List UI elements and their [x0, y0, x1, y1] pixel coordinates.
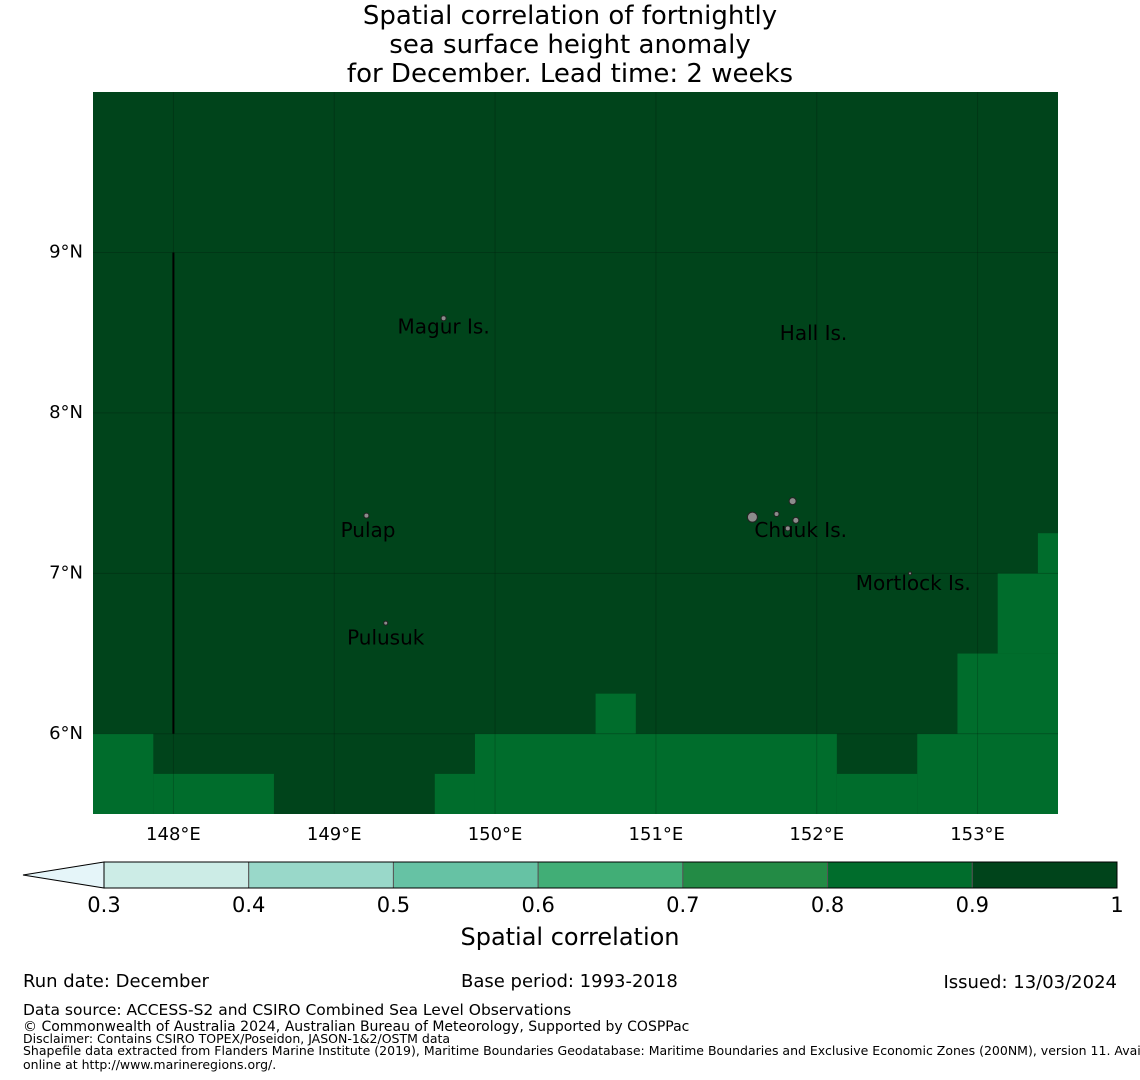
island-shape — [908, 571, 913, 576]
colorbar-tick-label: 1 — [1110, 893, 1123, 917]
correlation-cell — [93, 733, 154, 814]
island-shape — [788, 497, 797, 506]
correlation-cell — [997, 573, 1058, 654]
correlation-cell — [153, 773, 274, 814]
colorbar-bin — [971, 861, 1118, 889]
island-shape — [746, 511, 758, 523]
y-tick-label: 6°N — [49, 723, 83, 744]
correlation-cell — [434, 773, 475, 814]
island-shape — [440, 315, 447, 322]
x-tick-label: 148°E — [146, 824, 201, 845]
correlation-cell — [917, 733, 1058, 814]
island-shape — [383, 620, 389, 626]
colorbar-bin — [682, 861, 829, 889]
colorbar-tick-label: 0.4 — [232, 893, 265, 917]
island-shape — [784, 525, 791, 532]
colorbar-under-extension — [22, 861, 105, 889]
island-shape — [773, 510, 780, 517]
colorbar-bin — [103, 861, 250, 889]
colorbar-tick-label: 0.6 — [521, 893, 554, 917]
copyright-note: © Commonwealth of Australia 2024, Austra… — [23, 1019, 690, 1035]
place-label: Mortlock Is. — [856, 571, 971, 595]
colorbar-tick-label: 0.3 — [87, 893, 120, 917]
x-tick-label: 150°E — [468, 824, 523, 845]
correlation-cell — [1037, 533, 1058, 574]
correlation-cell — [595, 693, 636, 734]
issued-date: Issued: 13/03/2024 — [943, 972, 1117, 993]
island-shape — [363, 512, 370, 519]
x-tick-label: 153°E — [950, 824, 1005, 845]
colorbar-tick-label: 0.9 — [956, 893, 989, 917]
colorbar-bin — [392, 861, 539, 889]
colorbar-outline — [103, 861, 1118, 889]
title-line-1: Spatial correlation of fortnightly — [362, 1, 778, 31]
y-tick-label: 7°N — [49, 562, 83, 583]
map-axes: 148°E 149°E 150°E 151°E 152°E 153°E 9°N 8°N 7°N 6… — [49, 241, 1005, 845]
x-tick-label: 149°E — [307, 824, 362, 845]
disclaimer-note: Disclaimer: Contains CSIRO TOPEX/Poseido… — [23, 1031, 451, 1046]
colorbar-title: Spatial correlation — [460, 923, 679, 951]
title-line-3: for December. Lead time: 2 weeks — [346, 59, 794, 89]
place-label: Pulusuk — [347, 626, 425, 650]
place-label: Chuuk Is. — [754, 518, 847, 542]
data-source-note: Data source: ACCESS-S2 and CSIRO Combine… — [23, 1001, 572, 1019]
colorbar-tick-label: 0.7 — [666, 893, 699, 917]
colorbar-bin — [537, 861, 684, 889]
correlation-cell — [474, 733, 837, 814]
map-title: Spatial correlation of fortnightly sea s… — [0, 2, 1140, 89]
x-tick-label: 151°E — [629, 824, 684, 845]
place-label: Hall Is. — [780, 321, 847, 345]
colorbar-tick-label: 0.5 — [377, 893, 410, 917]
correlation-cell — [836, 773, 918, 814]
map-plot-area: Magur Is. Hall Is. Pulap Chuuk Is. Mortlock … — [93, 92, 1058, 814]
x-tick-label: 152°E — [789, 824, 844, 845]
colorbar: 0.3 0.4 0.5 0.6 0.7 0.8 0.9 1 Spatial correlatio… — [22, 861, 1124, 951]
map-background — [93, 92, 1058, 814]
y-tick-label: 8°N — [49, 402, 83, 423]
shapefile-note-line-1: Shapefile data extracted from Flanders M… — [23, 1043, 1140, 1058]
place-label: Pulap — [341, 518, 396, 542]
title-line-2: sea surface height anomaly — [389, 30, 751, 60]
colorbar-bin — [248, 861, 394, 889]
run-date: Run date: December — [23, 971, 209, 992]
island-shape — [792, 516, 800, 524]
base-period: Base period: 1993-2018 — [461, 971, 678, 992]
colorbar-bin — [827, 861, 973, 889]
shapefile-note-line-2: online at http://www.marineregions.org/. — [23, 1057, 277, 1072]
correlation-cell — [957, 653, 1058, 734]
place-label: Magur Is. — [398, 314, 490, 338]
colorbar-tick-label: 0.8 — [811, 893, 844, 917]
y-tick-label: 9°N — [49, 241, 83, 262]
